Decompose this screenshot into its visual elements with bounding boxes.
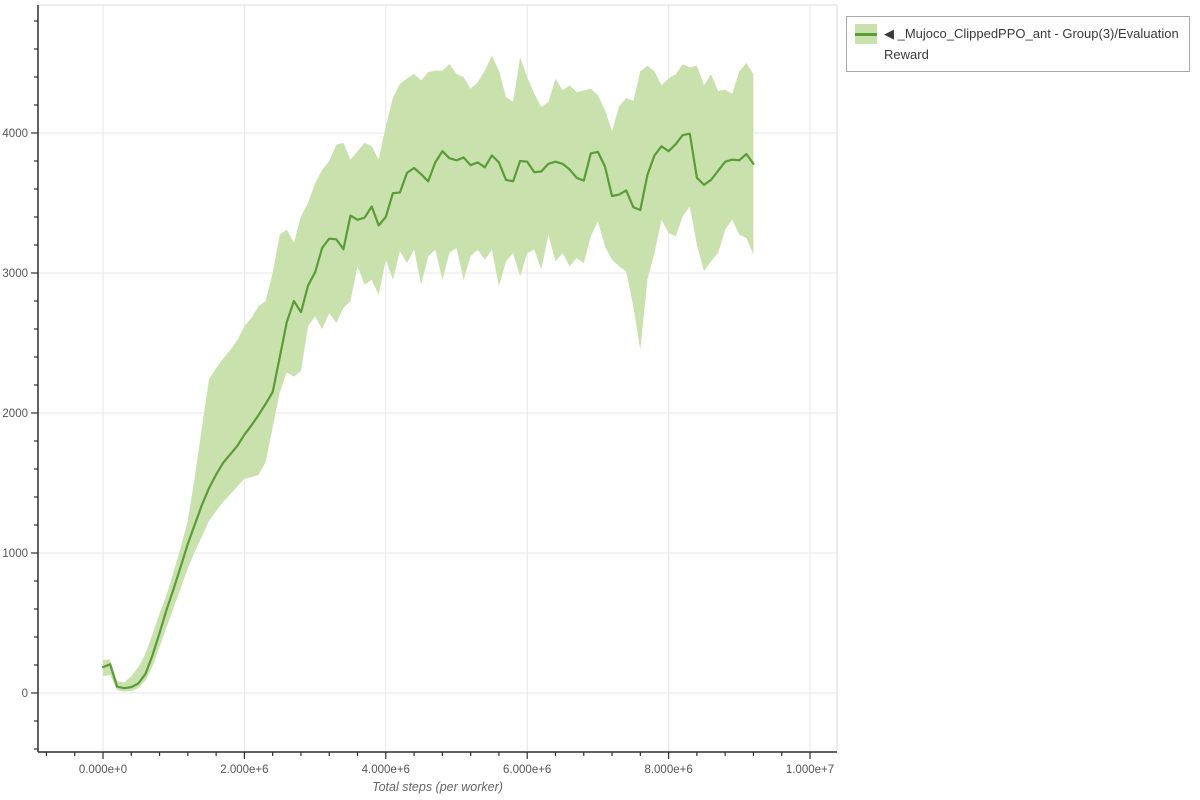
svg-text:0.000e+0: 0.000e+0 [79,764,127,776]
svg-text:3000: 3000 [2,268,28,280]
svg-text:2000: 2000 [2,408,28,420]
plot-border [38,4,838,752]
confidence-band [103,55,754,692]
legend-label: ◀ _Mujoco_ClippedPPO_ant - Group(3)/Eval… [884,26,1179,62]
x-tick-labels: 0.000e+0 2.000e+6 4.000e+6 6.000e+6 8.000e+6… [79,764,834,776]
svg-text:0: 0 [22,688,28,700]
svg-text:8.000e+6: 8.000e+6 [644,764,692,776]
legend-line-icon [855,32,877,36]
axes-spines [37,5,837,753]
svg-text:6.000e+6: 6.000e+6 [503,764,551,776]
axis-ticks [31,20,811,759]
y-tick-labels: 0 1000 2000 3000 4000 [2,128,28,700]
svg-text:4.000e+6: 4.000e+6 [362,764,410,776]
x-axis-title: Total steps (per worker) [372,780,503,794]
legend-series-swatch-icon [855,24,877,44]
svg-text:4000: 4000 [2,128,28,140]
svg-text:1000: 1000 [2,548,28,560]
mean-reward-line [101,132,755,690]
legend-item[interactable]: ◀ _Mujoco_ClippedPPO_ant - Group(3)/Eval… [855,23,1181,65]
legend: ◀ _Mujoco_ClippedPPO_ant - Group(3)/Eval… [846,16,1190,72]
svg-text:1.000e+7: 1.000e+7 [786,764,834,776]
svg-text:2.000e+6: 2.000e+6 [220,764,268,776]
